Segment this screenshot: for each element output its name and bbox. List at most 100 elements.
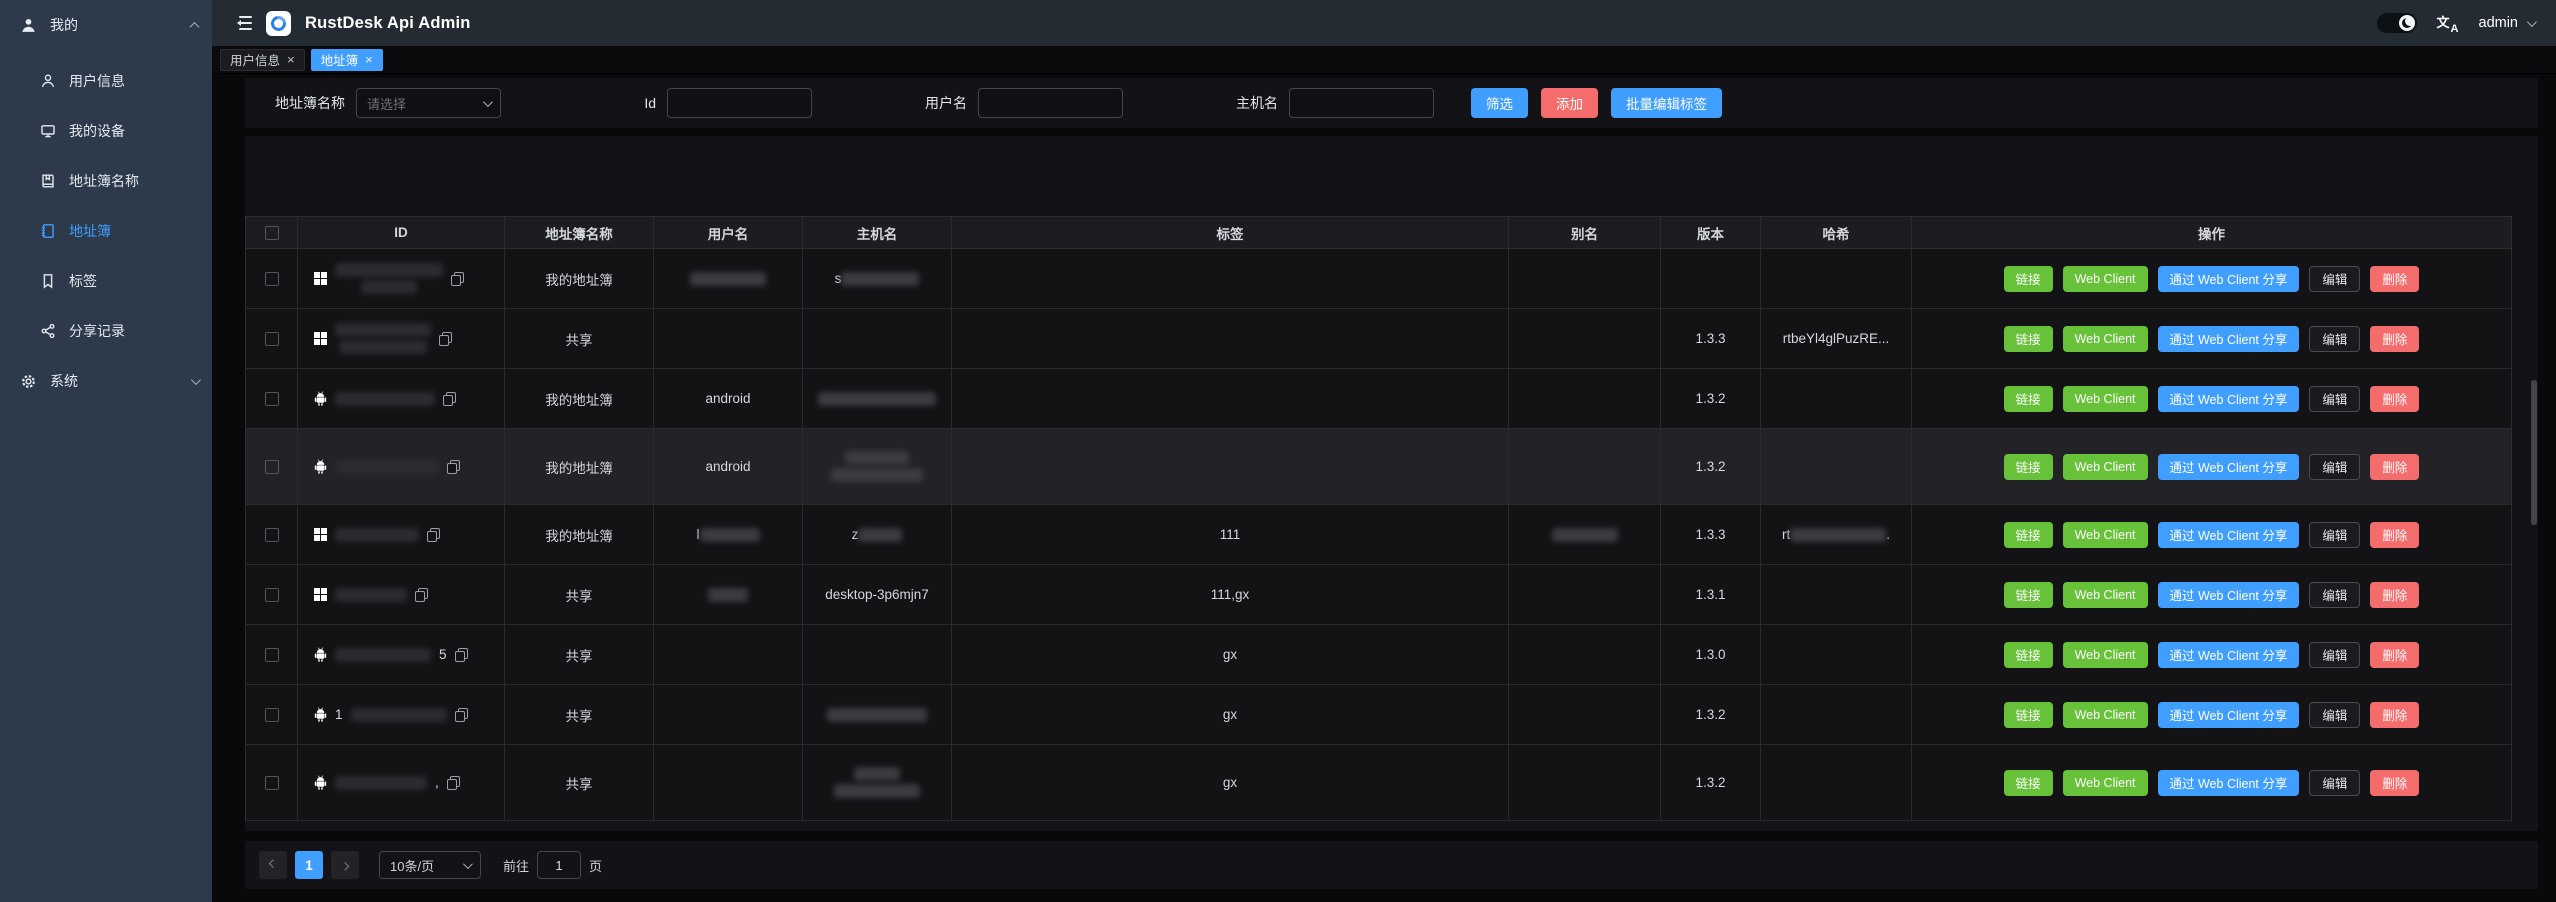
edit-button[interactable]: 编辑 [2309, 581, 2361, 608]
vertical-scrollbar-thumb[interactable] [2531, 380, 2537, 525]
web-client-button[interactable]: Web Client [2062, 521, 2148, 548]
edit-button[interactable]: 编辑 [2309, 325, 2361, 352]
share-web-client-button[interactable]: 通过 Web Client 分享 [2157, 521, 2300, 548]
edit-button[interactable]: 编辑 [2309, 265, 2361, 292]
delete-button[interactable]: 删除 [2370, 385, 2420, 412]
web-client-button[interactable]: Web Client [2062, 641, 2148, 668]
share-web-client-button[interactable]: 通过 Web Client 分享 [2157, 453, 2300, 480]
link-button[interactable]: 链接 [2003, 265, 2053, 292]
android-icon [314, 775, 327, 790]
copy-icon[interactable] [443, 391, 456, 406]
close-icon[interactable] [365, 53, 373, 67]
tab-user-info[interactable]: 用户信息 [220, 48, 305, 71]
tags-cell [952, 249, 1509, 308]
web-client-button[interactable]: Web Client [2062, 265, 2148, 292]
user-menu[interactable]: admin [2479, 15, 2537, 31]
edit-button[interactable]: 编辑 [2309, 701, 2361, 728]
copy-icon[interactable] [454, 647, 468, 662]
delete-button[interactable]: 删除 [2370, 701, 2420, 728]
cell-text: 5 [439, 647, 447, 662]
row-checkbox[interactable] [264, 391, 279, 406]
menu-fold-icon[interactable] [234, 16, 252, 30]
cell-text: 我的地址簿 [545, 460, 613, 476]
copy-icon[interactable] [439, 331, 452, 346]
web-client-button[interactable]: Web Client [2062, 325, 2148, 352]
row-checkbox[interactable] [264, 331, 279, 346]
delete-button[interactable]: 删除 [2370, 641, 2420, 668]
row-checkbox[interactable] [264, 587, 279, 602]
sidebar-item-tags[interactable]: 标签 [0, 256, 212, 306]
share-web-client-button[interactable]: 通过 Web Client 分享 [2157, 581, 2300, 608]
page-1-button[interactable]: 1 [295, 851, 323, 879]
copy-icon[interactable] [454, 707, 468, 722]
hostname-input[interactable] [1289, 88, 1434, 118]
share-web-client-button[interactable]: 通过 Web Client 分享 [2157, 325, 2300, 352]
share-web-client-button[interactable]: 通过 Web Client 分享 [2157, 641, 2300, 668]
edit-button[interactable]: 编辑 [2309, 521, 2361, 548]
edit-button[interactable]: 编辑 [2309, 453, 2361, 480]
copy-icon[interactable] [446, 775, 460, 790]
sidebar-item-system[interactable]: 系统 [0, 356, 212, 406]
close-icon[interactable] [287, 53, 295, 67]
add-button[interactable]: 添加 [1541, 88, 1598, 118]
row-checkbox[interactable] [264, 459, 279, 474]
link-button[interactable]: 链接 [2003, 769, 2053, 796]
link-button[interactable]: 链接 [2003, 521, 2053, 548]
username-input[interactable] [978, 88, 1123, 118]
link-button[interactable]: 链接 [2003, 325, 2053, 352]
delete-button[interactable]: 删除 [2370, 453, 2420, 480]
edit-button[interactable]: 编辑 [2309, 385, 2361, 412]
sidebar-item-user-info[interactable]: 用户信息 [0, 56, 212, 106]
copy-icon[interactable] [447, 459, 460, 474]
copy-icon[interactable] [451, 271, 464, 286]
sidebar-item-address-book[interactable]: 地址簿 [0, 206, 212, 256]
link-button[interactable]: 链接 [2003, 701, 2053, 728]
goto-page-input[interactable] [537, 851, 582, 879]
batch-edit-tags-button[interactable]: 批量编辑标签 [1611, 88, 1722, 118]
share-web-client-button[interactable]: 通过 Web Client 分享 [2157, 701, 2300, 728]
web-client-button[interactable]: Web Client [2062, 581, 2148, 608]
sidebar-item-address-book-name[interactable]: 地址簿名称 [0, 156, 212, 206]
tab-address-book[interactable]: 地址簿 [310, 48, 383, 71]
prev-page-button[interactable] [259, 851, 287, 879]
delete-button[interactable]: 删除 [2370, 769, 2420, 796]
share-web-client-button[interactable]: 通过 Web Client 分享 [2157, 769, 2300, 796]
sidebar-item-my-devices[interactable]: 我的设备 [0, 106, 212, 156]
tags-cell: 111 [952, 505, 1509, 564]
sidebar-item-my[interactable]: 我的 [0, 0, 212, 50]
delete-button[interactable]: 删除 [2370, 325, 2420, 352]
row-checkbox[interactable] [264, 775, 279, 790]
id-input[interactable] [667, 88, 812, 118]
row-checkbox[interactable] [264, 647, 279, 662]
dark-mode-toggle[interactable] [2376, 13, 2417, 33]
web-client-button[interactable]: Web Client [2062, 453, 2148, 480]
delete-button[interactable]: 删除 [2370, 521, 2420, 548]
link-button[interactable]: 链接 [2003, 641, 2053, 668]
search-button[interactable]: 筛选 [1471, 88, 1528, 118]
row-checkbox[interactable] [264, 527, 279, 542]
select-all-checkbox[interactable] [264, 225, 279, 240]
copy-icon[interactable] [415, 587, 428, 602]
link-button[interactable]: 链接 [2003, 453, 2053, 480]
edit-button[interactable]: 编辑 [2309, 769, 2361, 796]
row-checkbox[interactable] [264, 707, 279, 722]
link-button[interactable]: 链接 [2003, 385, 2053, 412]
web-client-button[interactable]: Web Client [2062, 385, 2148, 412]
row-checkbox[interactable] [264, 271, 279, 286]
delete-button[interactable]: 删除 [2370, 581, 2420, 608]
web-client-button[interactable]: Web Client [2062, 769, 2148, 796]
link-button[interactable]: 链接 [2003, 581, 2053, 608]
book-name-select[interactable]: 请选择 [356, 88, 501, 118]
copy-icon[interactable] [427, 527, 440, 542]
web-client-button[interactable]: Web Client [2062, 701, 2148, 728]
page-size-select[interactable]: 10条/页 [379, 851, 481, 879]
next-page-button[interactable] [331, 851, 359, 879]
share-web-client-button[interactable]: 通过 Web Client 分享 [2157, 385, 2300, 412]
share-web-client-button[interactable]: 通过 Web Client 分享 [2157, 265, 2300, 292]
sidebar-item-share-records[interactable]: 分享记录 [0, 306, 212, 356]
version-cell: 1.3.3 [1661, 505, 1761, 564]
edit-button[interactable]: 编辑 [2309, 641, 2361, 668]
delete-button[interactable]: 删除 [2370, 265, 2420, 292]
